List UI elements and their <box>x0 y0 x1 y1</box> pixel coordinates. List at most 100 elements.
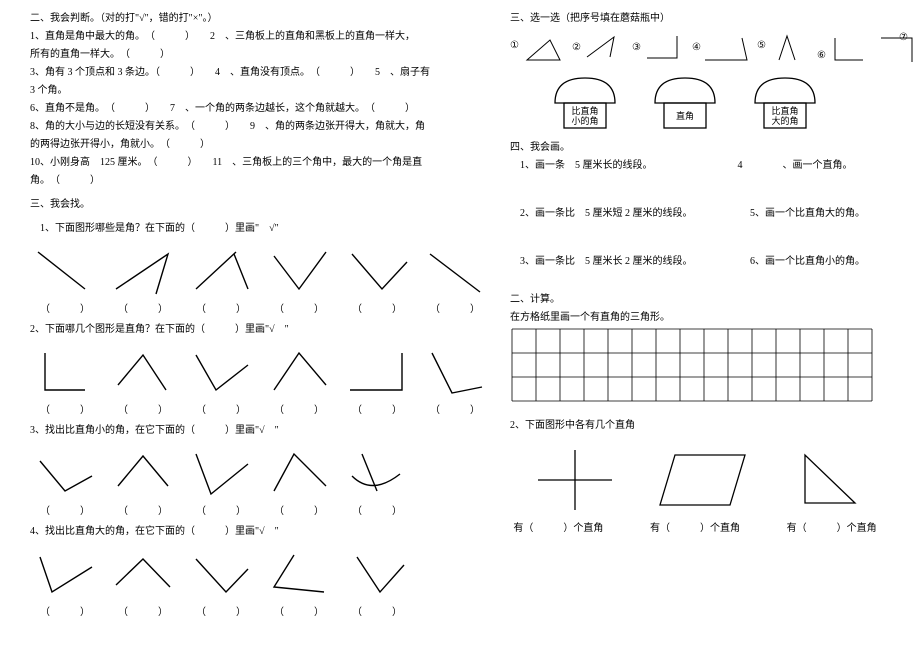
angle-shape <box>420 345 490 399</box>
count-label: 有（ ）个直角 <box>787 519 877 534</box>
choice-num: ④ <box>692 42 701 53</box>
paren: （ ） <box>40 502 90 517</box>
cross-shape <box>530 445 620 515</box>
paren: （ ） <box>118 401 168 416</box>
find-2: 2、下面哪几个图形是直角？在下面的（ ）里画"√ " <box>30 321 480 339</box>
paren: （ ） <box>352 300 402 315</box>
choice-shape <box>767 32 812 67</box>
q8b: 的两得边张开得小，角就小。 （ ） <box>30 136 480 154</box>
find-3: 3、找出比直角小的角，在它下面的（ ）里画"√ " <box>30 422 480 440</box>
count-label: 有（ ）个直角 <box>513 519 603 534</box>
paren: （ ） <box>196 502 246 517</box>
paren: （ ） <box>430 300 480 315</box>
paren: （ ） <box>40 300 90 315</box>
q1: 1、直角是角中最大的角。 （ ） 2 、三角板上的直角和黑板上的直角一样大， <box>30 28 480 46</box>
find-4: 4、找出比直角大的角，在它下面的（ ）里画"√ " <box>30 523 480 541</box>
grid <box>510 327 880 407</box>
mushrooms: 比直角 小的角 直角 比直角 大的角 <box>550 73 920 133</box>
angle-shape <box>342 244 412 298</box>
choice-num: ⑥ <box>817 50 826 61</box>
section-4-title: 四、我会画。 <box>510 139 920 157</box>
angle-shape <box>108 446 178 500</box>
shapes-row-3: （ ） （ ） （ ） （ ） （ ） <box>30 446 480 517</box>
q10: 10、小刚身高 125 厘米。 （ ） 11 、三角板上的三个角中，最大的一个角… <box>30 154 480 172</box>
shapes-row-1: （ ） （ ） （ ） （ ） （ ） （ ） <box>30 244 480 315</box>
angle-shape <box>420 244 490 298</box>
mushroom-icon: 比直角 大的角 <box>750 73 820 133</box>
angle-shape <box>108 345 178 399</box>
choice-shape <box>522 32 567 67</box>
paren: （ ） <box>352 401 402 416</box>
q8: 8、角的大小与边的长短没有关系。 （ ） 9 、角的两条边张开得大，角就大，角 <box>30 118 480 136</box>
angle-shape <box>264 345 334 399</box>
grid-instruction: 在方格纸里画一个有直角的三角形。 <box>510 309 920 327</box>
angle-shape <box>186 244 256 298</box>
choice-num: ③ <box>632 42 641 53</box>
mushroom-label: 比直角 <box>771 105 798 116</box>
paren: （ ） <box>430 401 480 416</box>
draw-5: 5、画一个比直角大的角。 <box>750 205 865 223</box>
draw-6: 6、画一个比直角小的角。 <box>750 253 865 271</box>
angle-shape <box>264 244 334 298</box>
paren: （ ） <box>274 401 324 416</box>
choice-num: ⑤ <box>757 40 766 51</box>
angle-shape <box>186 345 256 399</box>
choice-num: ① <box>510 40 519 51</box>
angle-shape <box>264 446 334 500</box>
paren: （ ） <box>352 502 402 517</box>
bottom-labels: 有（ ）个直角 有（ ）个直角 有（ ）个直角 <box>510 519 880 534</box>
paren: （ ） <box>118 502 168 517</box>
section-2b-title: 二、计算。 <box>510 291 920 309</box>
angle-shape <box>342 345 412 399</box>
section-3-title: 三、我会找。 <box>30 196 480 214</box>
angle-shape <box>186 547 256 601</box>
angle-shape <box>108 547 178 601</box>
paren: （ ） <box>352 603 402 618</box>
paren: （ ） <box>196 603 246 618</box>
choice-num: ⑦ <box>899 32 908 43</box>
shapes-2: 2、下面图形中各有几个直角 <box>510 417 920 435</box>
q10b: 角。 （ ） <box>30 172 480 190</box>
paren: （ ） <box>274 603 324 618</box>
find-1: 1、下面图形哪些是角？在下面的（ ）里画" √" <box>40 220 480 238</box>
angle-shape <box>342 547 412 601</box>
angle-shape <box>264 547 334 601</box>
count-label: 有（ ）个直角 <box>650 519 740 534</box>
choice-shape <box>582 32 627 67</box>
angle-shape <box>30 446 100 500</box>
mushroom-label: 比直角 <box>571 105 598 116</box>
mushroom-icon: 直角 <box>650 73 720 133</box>
shapes-row-2: （ ） （ ） （ ） （ ） （ ） （ ） <box>30 345 480 416</box>
shapes-row-4: （ ） （ ） （ ） （ ） （ ） <box>30 547 480 618</box>
right-triangle-shape <box>790 445 870 515</box>
choice-shape <box>827 32 872 67</box>
paren: （ ） <box>40 401 90 416</box>
angle-shape <box>30 547 100 601</box>
choice-icons: ① ② ③ ④ ⑤ ⑥ ⑦ <box>510 32 920 67</box>
section-3b-title: 三、选一选（把序号填在蘑菇瓶中） <box>510 10 920 28</box>
mushroom-label: 直角 <box>676 110 694 121</box>
angle-shape <box>30 345 100 399</box>
q3b: 3 个角。 <box>30 82 480 100</box>
paren: （ ） <box>196 300 246 315</box>
paren: （ ） <box>118 300 168 315</box>
angle-shape <box>30 244 100 298</box>
trapezoid-shape <box>650 445 760 515</box>
draw-2: 2、画一条比 5 厘米短 2 厘米的线段。 <box>520 205 750 223</box>
angle-shape <box>108 244 178 298</box>
paren: （ ） <box>40 603 90 618</box>
choice-num: ② <box>572 42 581 53</box>
choice-shape <box>642 32 687 67</box>
paren: （ ） <box>118 603 168 618</box>
q6: 6、直角不是角。 （ ） 7 、一个角的两条边越长，这个角就越大。 （ ） <box>30 100 480 118</box>
paren: （ ） <box>274 300 324 315</box>
paren: （ ） <box>274 502 324 517</box>
mushroom-label: 小的角 <box>571 115 598 126</box>
choice-shape <box>702 32 752 67</box>
paren: （ ） <box>196 401 246 416</box>
angle-shape <box>186 446 256 500</box>
angle-shape <box>342 446 412 500</box>
bottom-shapes <box>530 445 920 515</box>
section-2-title: 二、我会判断。（对的打"√"，错的打"×"。） <box>30 10 480 28</box>
mushroom-icon: 比直角 小的角 <box>550 73 620 133</box>
